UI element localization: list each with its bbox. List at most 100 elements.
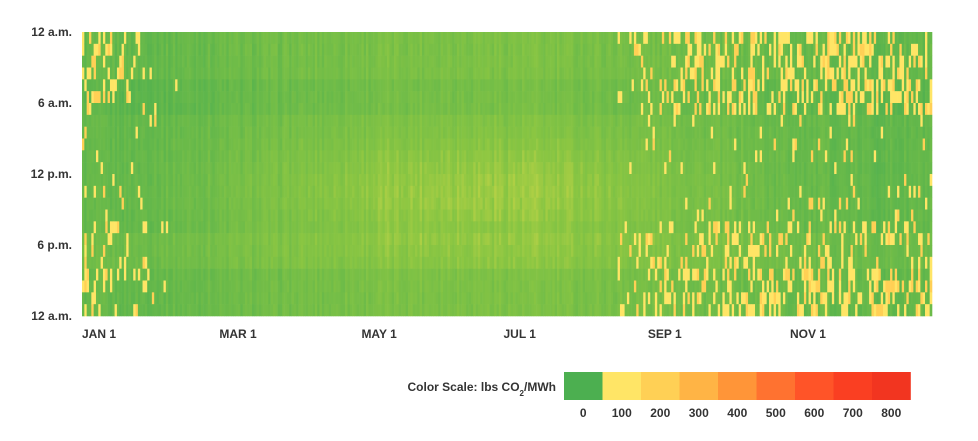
heatmap-cell [373,209,376,222]
heatmap-cell [272,138,276,151]
heatmap-cell [82,114,85,127]
heatmap-cell [86,292,90,305]
heatmap-cell [258,245,262,258]
heatmap-cell [445,103,448,116]
heatmap-cell [333,138,337,151]
heatmap-cell [240,114,243,127]
heatmap-cell [186,138,190,151]
heatmap-cell [487,185,490,198]
heatmap-cell [559,79,563,92]
heatmap-cell [161,185,164,198]
heatmap-cell [391,126,395,139]
heatmap-cell [435,114,439,127]
heatmap-cell [279,114,283,127]
heatmap-cell [331,245,334,258]
heatmap-cell [526,126,530,139]
heatmap-cell [193,126,197,139]
heatmap-cell [191,185,195,198]
heatmap-cell [95,185,99,198]
heatmap-cell [140,280,143,293]
heatmap-cell [109,197,113,210]
heatmap-cell [268,43,271,56]
heatmap-cell [193,174,197,187]
heatmap-cell [256,43,260,56]
heatmap-cell [217,292,220,305]
heatmap-cell [445,32,448,45]
heatmap-cell [519,245,523,258]
heatmap-cell [219,91,223,104]
heatmap-cell [347,280,351,293]
heatmap-cell [459,292,462,305]
heatmap-cell [130,91,134,104]
heatmap-cell [422,162,425,175]
heatmap-cell [179,67,183,80]
heatmap-cell [319,174,323,187]
heatmap-cell [473,185,476,198]
heatmap-cell [484,103,488,116]
heatmap-cell [387,79,390,92]
heatmap-cell [517,221,521,234]
heatmap-cell [484,221,488,234]
heatmap-cell [130,162,134,175]
heatmap-cell [508,126,511,139]
heatmap-cell [557,233,560,246]
heatmap-cell [231,221,234,234]
heatmap-cell [531,55,535,68]
heatmap-cell [352,79,355,92]
heatmap-cell [391,197,395,210]
heatmap-cell [224,233,227,246]
heatmap-cell [463,79,467,92]
heatmap-cell [289,43,292,56]
heatmap-cell [119,67,122,80]
heatmap-cell [526,209,530,222]
heatmap-cell [459,43,462,56]
heatmap-cell [529,221,532,234]
heatmap-cell [349,103,353,116]
heatmap-cell [398,103,402,116]
heatmap-cell [473,55,476,68]
heatmap-cell [368,304,372,317]
heatmap-cell [135,221,139,234]
heatmap-cell [133,197,136,210]
heatmap-cell [531,197,535,210]
heatmap-cell [119,256,122,269]
heatmap-cell [405,233,409,246]
heatmap-cell [394,185,397,198]
heatmap-cell [91,280,94,293]
heatmap-cell [95,55,99,68]
heatmap-cell [412,91,416,104]
heatmap-cell [538,114,542,127]
heatmap-cell [161,221,164,234]
heatmap-cell [86,268,90,281]
heatmap-cell [412,185,416,198]
heatmap-cell [501,221,504,234]
heatmap-cell [219,256,223,269]
heatmap-cell [296,114,299,127]
heatmap-cell [419,55,423,68]
heatmap-cell [268,174,271,187]
heatmap-cell [114,268,118,281]
heatmap-cell [121,55,125,68]
heatmap-cell [415,138,418,151]
heatmap-cell [352,103,355,116]
heatmap-cell [335,197,339,210]
heatmap-cell [170,221,174,234]
heatmap-cell [95,304,99,317]
heatmap-cell [212,91,216,104]
heatmap-cell [196,55,199,68]
heatmap-cell [375,138,379,151]
heatmap-cell [394,245,397,258]
heatmap-cell [177,268,181,281]
heatmap-cell [109,32,113,45]
heatmap-cell [321,280,325,293]
heatmap-cell [109,138,113,151]
heatmap-cell [324,32,327,45]
heatmap-cell [543,103,546,116]
heatmap-cell [151,197,155,210]
heatmap-cell [193,32,197,45]
heatmap-cell [84,280,87,293]
heatmap-cell [470,150,474,163]
heatmap-cell [475,185,479,198]
heatmap-cell [305,245,309,258]
heatmap-cell [370,221,374,234]
